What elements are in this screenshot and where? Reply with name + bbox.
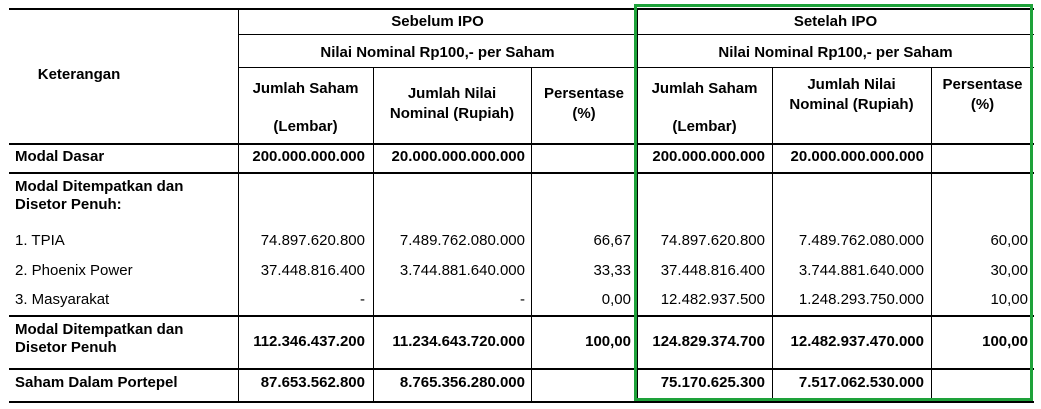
cell-after-pct: 30,00 xyxy=(990,262,1028,279)
col-persentase-before-l2: (%) xyxy=(572,105,596,122)
row-label: Modal Ditempatkan dan xyxy=(15,321,184,338)
cell-after-pct: 100,00 xyxy=(982,333,1028,350)
cell-before-saham: 37.448.816.400 xyxy=(260,262,365,279)
col-jumlah-saham-before-l1: Jumlah Saham xyxy=(252,80,359,97)
cell-before-nilai: 7.489.762.080.000 xyxy=(399,232,525,249)
cell-after-saham: 124.829.374.700 xyxy=(652,333,765,350)
cell-before-pct: 33,33 xyxy=(593,262,631,279)
col-jumlah-saham-after-l2: (Lembar) xyxy=(672,118,737,135)
cell-after-nilai: 7.517.062.530.000 xyxy=(798,374,924,391)
col-jumlah-nilai-before-l1: Jumlah Nilai xyxy=(407,85,497,102)
row-label: Saham Dalam Portepel xyxy=(15,374,178,391)
col-jumlah-nilai-after-l2: Nominal (Rupiah) xyxy=(789,96,914,113)
col-jumlah-saham-after-l1: Jumlah Saham xyxy=(651,80,758,97)
cell-before-nilai: 8.765.356.280.000 xyxy=(399,374,525,391)
row-label: 2. Phoenix Power xyxy=(15,262,133,279)
cell-before-nilai: 11.234.643.720.000 xyxy=(392,333,525,350)
cell-after-saham: 75.170.625.300 xyxy=(660,374,765,391)
cell-after-nilai: 1.248.293.750.000 xyxy=(798,291,924,308)
cell-before-saham: 200.000.000.000 xyxy=(252,148,365,165)
cell-after-nilai: 20.000.000.000.000 xyxy=(790,148,924,165)
row-label: Modal Dasar xyxy=(15,148,105,165)
cell-after-saham: 37.448.816.400 xyxy=(660,262,765,279)
col-persentase-after-l1: Persentase xyxy=(942,76,1023,93)
cell-after-nilai: 12.482.937.470.000 xyxy=(790,333,924,350)
col-persentase-after-l2: (%) xyxy=(970,96,995,113)
nominal-header-before: Nilai Nominal Rp100,- per Saham xyxy=(320,44,555,61)
cell-before-saham: - xyxy=(360,291,365,308)
cell-before-pct: 66,67 xyxy=(593,232,631,249)
cell-after-nilai: 7.489.762.080.000 xyxy=(798,232,924,249)
col-jumlah-saham-before-l2: (Lembar) xyxy=(273,118,338,135)
cell-before-pct: 100,00 xyxy=(585,333,631,350)
cell-before-saham: 74.897.620.800 xyxy=(260,232,365,249)
nominal-header-after: Nilai Nominal Rp100,- per Saham xyxy=(718,44,953,61)
share-capital-table: Keterangan Sebelum IPO Setelah IPO Nilai… xyxy=(9,8,1034,403)
cell-before-nilai: - xyxy=(520,291,525,308)
cell-after-saham: 200.000.000.000 xyxy=(652,148,765,165)
cell-before-nilai: 20.000.000.000.000 xyxy=(391,148,525,165)
setelah-ipo-highlight-box xyxy=(634,4,1033,401)
row-label-line2: Disetor Penuh xyxy=(15,339,117,356)
col-jumlah-nilai-after-l1: Jumlah Nilai xyxy=(807,76,896,93)
cell-before-saham: 87.653.562.800 xyxy=(260,374,365,391)
section-label: Modal Ditempatkan dan xyxy=(15,178,184,195)
row-label: 1. TPIA xyxy=(15,232,65,249)
group-header-setelah-ipo: Setelah IPO xyxy=(793,13,878,30)
cell-before-saham: 112.346.437.200 xyxy=(253,333,365,350)
cell-before-nilai: 3.744.881.640.000 xyxy=(399,262,525,279)
header-keterangan: Keterangan xyxy=(37,66,121,83)
cell-after-saham: 12.482.937.500 xyxy=(660,291,765,308)
cell-after-pct: 60,00 xyxy=(990,232,1028,249)
col-jumlah-nilai-before-l2: Nominal (Rupiah) xyxy=(389,105,515,122)
cell-after-nilai: 3.744.881.640.000 xyxy=(798,262,924,279)
section-label-line2: Disetor Penuh: xyxy=(15,196,122,213)
group-header-sebelum-ipo: Sebelum IPO xyxy=(391,13,484,30)
col-persentase-before-l1: Persentase xyxy=(543,85,625,102)
cell-after-saham: 74.897.620.800 xyxy=(660,232,765,249)
cell-after-pct: 10,00 xyxy=(990,291,1028,308)
row-label: 3. Masyarakat xyxy=(15,291,110,308)
cell-before-pct: 0,00 xyxy=(601,291,631,308)
